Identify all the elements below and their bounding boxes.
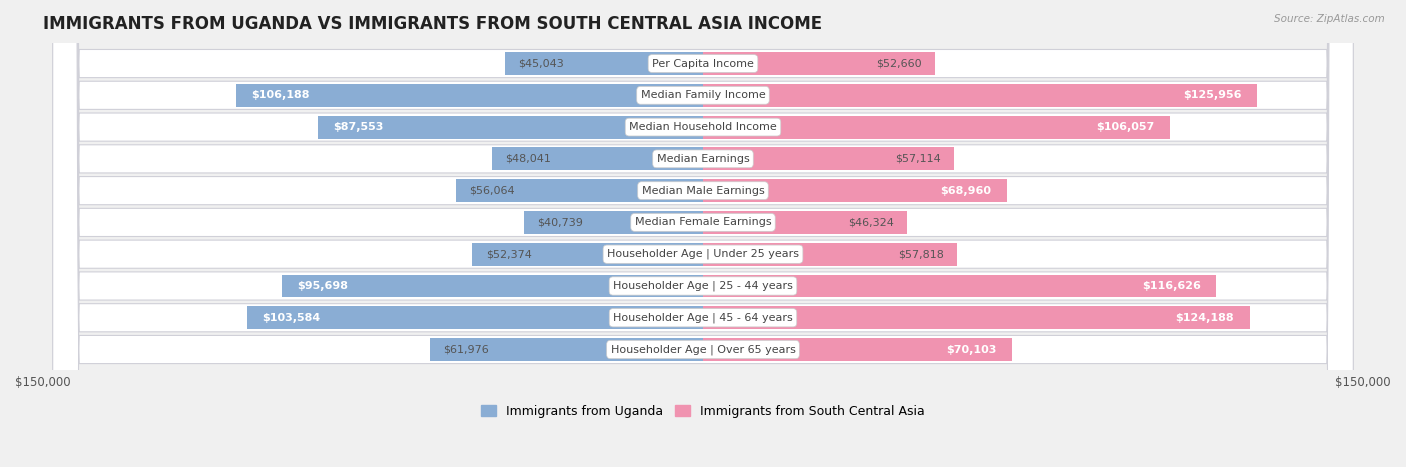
Bar — [703, 275, 1216, 297]
Text: $106,188: $106,188 — [252, 90, 309, 100]
Bar — [703, 211, 907, 234]
Text: Median Household Income: Median Household Income — [628, 122, 778, 132]
Text: Median Male Earnings: Median Male Earnings — [641, 186, 765, 196]
Text: $48,041: $48,041 — [505, 154, 551, 164]
FancyBboxPatch shape — [52, 0, 1354, 467]
Text: $57,818: $57,818 — [898, 249, 945, 259]
FancyBboxPatch shape — [52, 0, 1354, 467]
FancyBboxPatch shape — [52, 0, 1354, 467]
Bar — [703, 148, 955, 170]
Text: $103,584: $103,584 — [263, 313, 321, 323]
Text: Median Family Income: Median Family Income — [641, 90, 765, 100]
Text: $61,976: $61,976 — [443, 345, 489, 354]
Text: IMMIGRANTS FROM UGANDA VS IMMIGRANTS FROM SOUTH CENTRAL ASIA INCOME: IMMIGRANTS FROM UGANDA VS IMMIGRANTS FRO… — [42, 15, 823, 33]
Text: $46,324: $46,324 — [848, 218, 894, 227]
Text: $70,103: $70,103 — [946, 345, 995, 354]
Text: Householder Age | 45 - 64 years: Householder Age | 45 - 64 years — [613, 312, 793, 323]
Legend: Immigrants from Uganda, Immigrants from South Central Asia: Immigrants from Uganda, Immigrants from … — [475, 400, 931, 423]
Bar — [236, 84, 703, 107]
Bar — [703, 179, 1007, 202]
FancyBboxPatch shape — [52, 0, 1354, 467]
FancyBboxPatch shape — [52, 0, 1354, 467]
Text: $52,374: $52,374 — [485, 249, 531, 259]
Bar — [492, 148, 703, 170]
Bar — [247, 306, 703, 329]
Text: $124,188: $124,188 — [1175, 313, 1234, 323]
Bar — [281, 275, 703, 297]
Bar — [703, 84, 1257, 107]
Bar — [430, 338, 703, 361]
Text: Householder Age | Over 65 years: Householder Age | Over 65 years — [610, 344, 796, 355]
Bar — [457, 179, 703, 202]
Text: $116,626: $116,626 — [1142, 281, 1201, 291]
Bar — [318, 116, 703, 139]
Text: $56,064: $56,064 — [470, 186, 515, 196]
Text: Per Capita Income: Per Capita Income — [652, 58, 754, 69]
Bar — [703, 52, 935, 75]
Text: $95,698: $95,698 — [297, 281, 349, 291]
FancyBboxPatch shape — [52, 0, 1354, 467]
Text: Householder Age | 25 - 44 years: Householder Age | 25 - 44 years — [613, 281, 793, 291]
Text: $52,660: $52,660 — [876, 58, 921, 69]
FancyBboxPatch shape — [52, 0, 1354, 467]
Text: Median Earnings: Median Earnings — [657, 154, 749, 164]
Bar — [505, 52, 703, 75]
Bar — [703, 116, 1170, 139]
Text: $45,043: $45,043 — [517, 58, 564, 69]
Text: $125,956: $125,956 — [1184, 90, 1241, 100]
Text: $57,114: $57,114 — [896, 154, 941, 164]
Text: $40,739: $40,739 — [537, 218, 582, 227]
Text: Median Female Earnings: Median Female Earnings — [634, 218, 772, 227]
FancyBboxPatch shape — [52, 0, 1354, 467]
FancyBboxPatch shape — [52, 0, 1354, 467]
FancyBboxPatch shape — [52, 0, 1354, 467]
Bar — [703, 306, 1250, 329]
Text: $106,057: $106,057 — [1097, 122, 1154, 132]
Text: Source: ZipAtlas.com: Source: ZipAtlas.com — [1274, 14, 1385, 24]
Text: $87,553: $87,553 — [333, 122, 384, 132]
Bar — [472, 243, 703, 266]
Bar — [523, 211, 703, 234]
Text: $68,960: $68,960 — [941, 186, 991, 196]
Bar — [703, 338, 1011, 361]
Text: Householder Age | Under 25 years: Householder Age | Under 25 years — [607, 249, 799, 260]
Bar — [703, 243, 957, 266]
